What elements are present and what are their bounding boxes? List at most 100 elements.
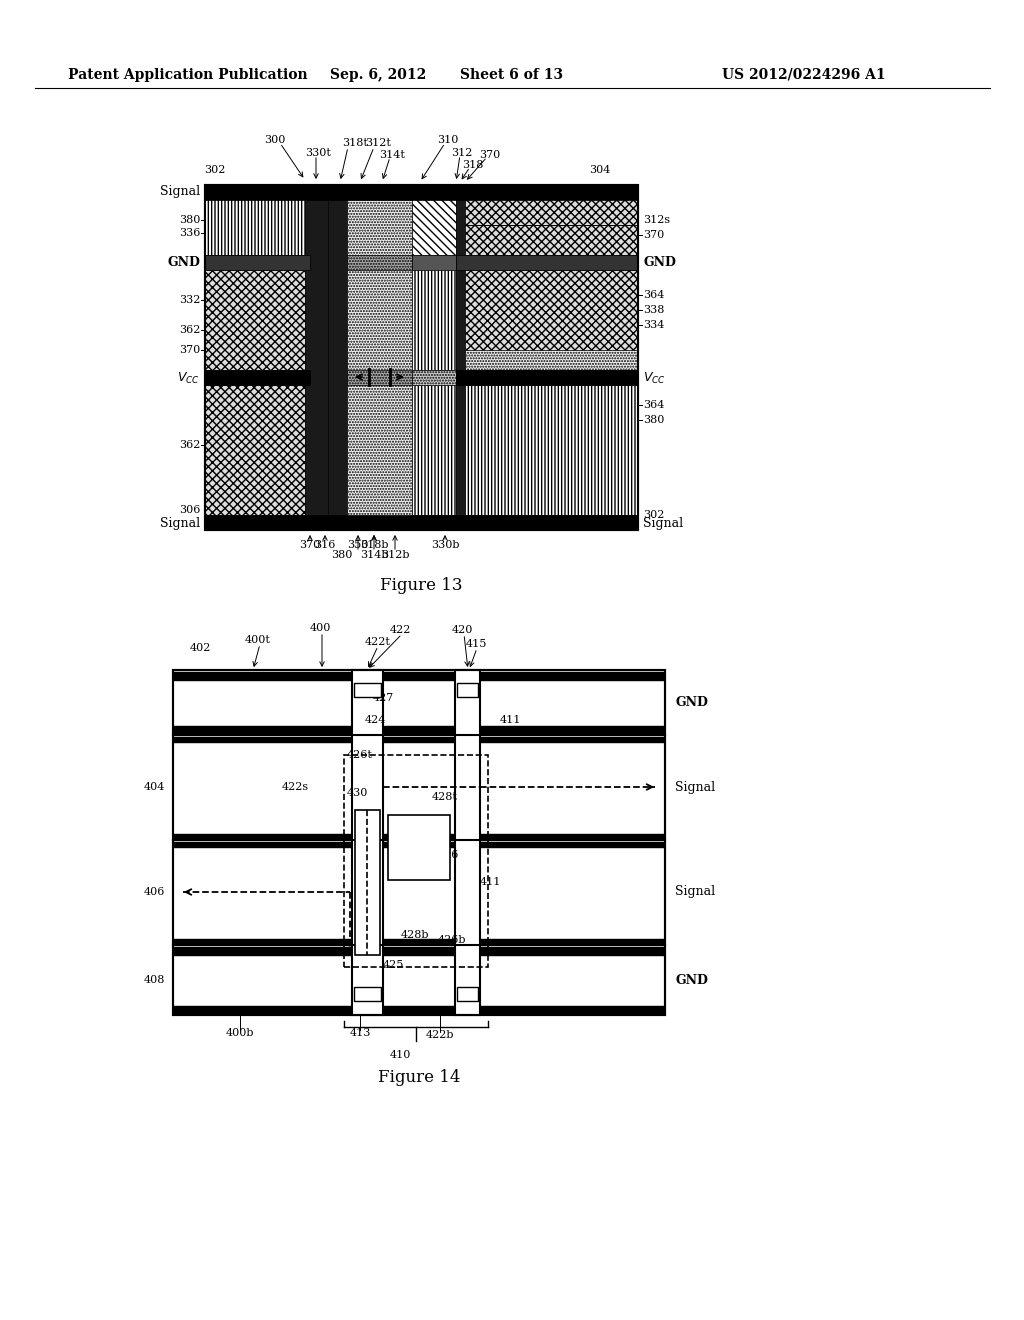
Text: 302: 302 [205, 165, 225, 176]
Bar [456, 370, 638, 385]
Bar [354, 987, 381, 1001]
Text: 380: 380 [178, 215, 200, 224]
Bar [205, 385, 305, 515]
Text: 402: 402 [189, 643, 211, 653]
Bar [465, 515, 638, 531]
Text: 415: 415 [465, 639, 486, 649]
Bar [205, 185, 638, 201]
Text: 428t: 428t [432, 792, 458, 803]
Bar [412, 370, 456, 385]
Text: 370: 370 [299, 540, 321, 550]
Text: 411: 411 [479, 876, 501, 887]
Bar [457, 682, 478, 697]
Text: 362: 362 [178, 325, 200, 335]
Text: 420: 420 [452, 624, 473, 635]
Text: GND: GND [675, 974, 708, 986]
Text: 425: 425 [382, 960, 403, 970]
Bar [465, 350, 638, 370]
Text: Sep. 6, 2012: Sep. 6, 2012 [330, 69, 426, 82]
Text: 302: 302 [643, 510, 665, 520]
Text: GND: GND [643, 256, 676, 269]
Text: 370: 370 [479, 150, 501, 160]
Bar [305, 185, 328, 531]
Text: $V_{CC}$: $V_{CC}$ [643, 371, 666, 385]
Bar [347, 255, 412, 271]
Text: 312: 312 [452, 148, 473, 158]
Text: 312b: 312b [381, 550, 410, 560]
Text: US 2012/0224296 A1: US 2012/0224296 A1 [722, 69, 886, 82]
Bar [205, 255, 310, 271]
Bar [205, 515, 638, 531]
Text: 428b: 428b [400, 931, 429, 940]
Bar [205, 185, 638, 531]
Text: Patent Application Publication: Patent Application Publication [68, 69, 307, 82]
Bar [412, 185, 456, 255]
Text: 422: 422 [389, 624, 411, 635]
Bar [205, 370, 305, 385]
Bar [354, 682, 381, 697]
Text: Sheet 6 of 13: Sheet 6 of 13 [461, 69, 563, 82]
Text: 370: 370 [179, 345, 200, 355]
Text: Signal: Signal [643, 516, 683, 529]
Text: GND: GND [167, 256, 200, 269]
Text: Figure 13: Figure 13 [380, 577, 462, 594]
Text: 332: 332 [178, 294, 200, 305]
Bar [355, 810, 380, 954]
Text: 404: 404 [143, 781, 165, 792]
Text: 318b: 318b [359, 540, 388, 550]
Bar [205, 185, 305, 255]
Bar [455, 671, 480, 1015]
Text: 426b: 426b [437, 935, 466, 945]
Text: 370: 370 [643, 230, 665, 240]
Text: 380: 380 [332, 550, 352, 560]
Text: 422t: 422t [366, 638, 391, 647]
Bar [465, 185, 638, 255]
Text: 426: 426 [437, 850, 459, 861]
Text: 427: 427 [373, 693, 393, 704]
Bar [328, 185, 347, 531]
Bar [412, 271, 456, 370]
Text: 330b: 330b [431, 540, 459, 550]
Text: 306: 306 [178, 506, 200, 515]
Text: Signal: Signal [160, 186, 200, 198]
Text: 364: 364 [643, 290, 665, 300]
Bar [173, 672, 665, 681]
Text: Signal: Signal [160, 516, 200, 529]
Bar [456, 255, 638, 271]
Text: Signal: Signal [675, 886, 715, 899]
Bar [465, 370, 638, 385]
Text: 400t: 400t [245, 635, 271, 645]
Bar [205, 255, 305, 271]
Bar [412, 515, 456, 531]
Text: Signal: Signal [675, 780, 715, 793]
Text: 336: 336 [178, 228, 200, 238]
Text: 330t: 330t [305, 148, 331, 158]
Text: $V_{CC}$: $V_{CC}$ [177, 371, 200, 385]
Bar [352, 671, 383, 1015]
Text: 334: 334 [643, 319, 665, 330]
Bar [347, 370, 412, 385]
Bar [173, 946, 665, 956]
Text: 422b: 422b [426, 1030, 455, 1040]
Text: 318t: 318t [342, 139, 368, 148]
Bar [173, 737, 665, 743]
Bar [173, 834, 665, 840]
Text: 380: 380 [643, 414, 665, 425]
Text: 406: 406 [143, 887, 165, 898]
Text: 362: 362 [178, 440, 200, 450]
Bar [412, 255, 456, 271]
Bar [173, 842, 665, 847]
Bar [347, 185, 412, 531]
Text: 312s: 312s [643, 215, 670, 224]
Bar [205, 185, 638, 531]
Bar [173, 726, 665, 735]
Text: 300: 300 [264, 135, 286, 145]
Bar [457, 987, 478, 1001]
Text: 411: 411 [500, 715, 520, 725]
Bar [173, 1006, 665, 1015]
Bar [205, 370, 310, 385]
Bar [173, 671, 665, 1015]
Text: 350: 350 [347, 540, 369, 550]
Bar [456, 185, 465, 531]
Text: 422s: 422s [282, 781, 308, 792]
